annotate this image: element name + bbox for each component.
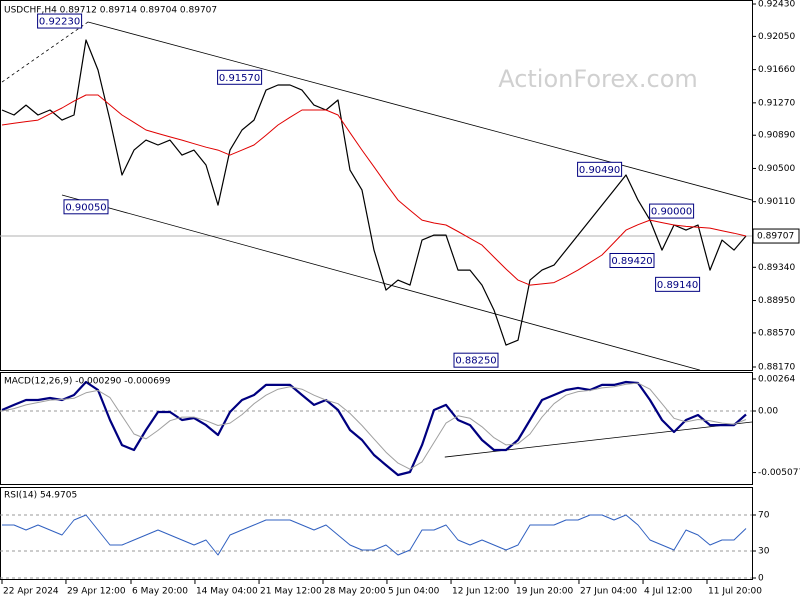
price-label-box <box>217 69 263 85</box>
price-label: 0.90490 <box>579 165 620 176</box>
y-tick-label: 0.92050 <box>758 32 795 42</box>
x-tick-label: 27 Jun 04:00 <box>580 587 637 597</box>
price-label-box <box>63 199 109 215</box>
price-label: 0.91570 <box>219 73 260 84</box>
macd-panel <box>0 372 753 485</box>
x-tick-label: 19 Jun 20:00 <box>516 587 573 597</box>
series-line <box>1 39 747 346</box>
y-tick-label: -0.005077 <box>758 468 800 478</box>
price-label-box <box>655 276 701 292</box>
price-label-box <box>609 252 655 268</box>
y-tick-label: 0 <box>758 574 764 584</box>
x-tick-label: 22 Apr 2024 <box>3 587 59 597</box>
series-line <box>1 94 747 286</box>
y-tick-label: 0.90890 <box>758 131 795 141</box>
price-label: 0.89140 <box>657 280 698 291</box>
y-tick-label: 0.89340 <box>758 263 795 273</box>
x-tick-label: 29 Apr 12:00 <box>67 587 126 597</box>
y-tick-label: 30 <box>758 547 770 557</box>
y-tick-label: 0.88950 <box>758 296 795 306</box>
x-tick-label: 4 Jul 12:00 <box>644 587 693 597</box>
rsi-panel <box>0 487 753 580</box>
trend-line <box>444 421 752 458</box>
y-tick-label: 0.91270 <box>758 98 795 108</box>
plot-area <box>0 21 752 370</box>
last-price-box <box>752 228 800 244</box>
x-tick-label: 11 Jul 20:00 <box>708 587 762 597</box>
series-line <box>2 514 747 556</box>
y-tick-label: 0.91660 <box>758 65 795 75</box>
x-tick-label: 6 May 20:00 <box>132 587 188 597</box>
panel-title: MACD(12,26,9) -0.000290 -0.000699 <box>4 377 171 387</box>
watermark: ActionForex.com <box>498 65 698 93</box>
plot-area <box>0 380 752 477</box>
panel-title: RSI(14) 54.9705 <box>4 491 77 501</box>
y-tick-label: 0.90500 <box>758 164 795 174</box>
x-tick-label: 28 May 20:00 <box>324 587 386 597</box>
plot-area <box>0 514 752 579</box>
y-tick-label: 0.88170 <box>758 363 795 373</box>
price-label-box <box>453 352 499 368</box>
trend-line <box>87 21 752 201</box>
price-label: 0.92230 <box>39 17 80 28</box>
price-label: 0.88250 <box>455 356 496 367</box>
y-tick-label: 0.90110 <box>758 197 795 207</box>
last-price-label: 0.89707 <box>757 232 794 242</box>
price-label-box <box>649 203 695 219</box>
price-label: 0.89420 <box>611 256 652 267</box>
y-tick-label: 0.00 <box>758 406 778 416</box>
trend-line <box>61 194 701 370</box>
y-tick-label: 0.88570 <box>758 328 795 338</box>
price-label: 0.90050 <box>65 202 106 213</box>
x-tick-label: 21 May 12:00 <box>260 587 322 597</box>
y-tick-label: 0.00264 <box>758 374 795 384</box>
series-line <box>1 382 747 470</box>
x-tick-label: 14 May 04:00 <box>196 587 258 597</box>
y-tick-label: 70 <box>758 511 770 521</box>
y-tick-label: 0.92430 <box>758 0 795 10</box>
x-tick-label: 12 Jun 12:00 <box>452 587 509 597</box>
price-label: 0.90000 <box>651 207 692 218</box>
panel-title: USDCHF,H4 0.89712 0.89714 0.89704 0.8970… <box>4 6 217 16</box>
series-line <box>1 380 747 477</box>
x-tick-label: 5 Jun 04:00 <box>388 587 440 597</box>
price-panel <box>0 0 753 371</box>
price-label-box <box>577 161 623 177</box>
price-label-box <box>37 13 83 29</box>
